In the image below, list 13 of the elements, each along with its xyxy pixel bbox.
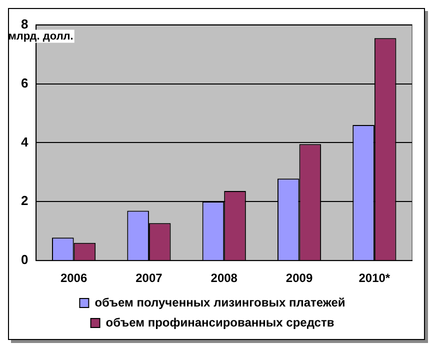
y-axis-title: млрд. долл. <box>8 30 74 42</box>
x-tick-label: 2007 <box>136 271 163 286</box>
y-tick-label: 2 <box>20 193 28 208</box>
y-tick-label: 8 <box>20 16 28 32</box>
x-tick-label: 2010* <box>358 271 390 286</box>
legend-label: объем полученных лизинговых платежей <box>94 295 346 310</box>
y-tick-label: 4 <box>20 134 29 150</box>
x-tick-label: 2008 <box>210 271 238 286</box>
y-tick-label: 0 <box>20 252 28 268</box>
x-tick-label: 2009 <box>286 271 313 286</box>
legend-label: объем профинансированных средств <box>106 315 334 330</box>
x-tick-label: 2006 <box>60 271 88 286</box>
y-tick-label: 6 <box>20 75 28 90</box>
